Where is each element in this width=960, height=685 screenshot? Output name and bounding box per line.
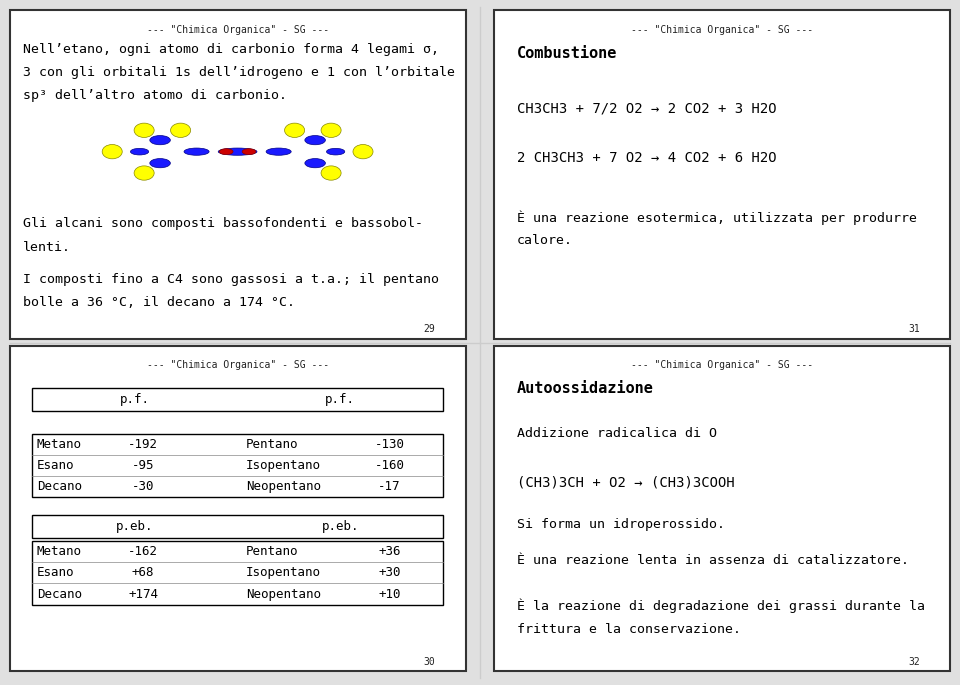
Ellipse shape — [242, 149, 255, 155]
FancyBboxPatch shape — [10, 346, 466, 671]
Ellipse shape — [131, 149, 149, 155]
Text: -160: -160 — [374, 459, 404, 472]
Text: 3 con gli orbitali 1s dell’idrogeno e 1 con l’orbitale: 3 con gli orbitali 1s dell’idrogeno e 1 … — [23, 66, 455, 79]
Text: Metano: Metano — [36, 438, 82, 451]
Text: Isopentano: Isopentano — [246, 566, 321, 580]
Text: +30: +30 — [378, 566, 400, 580]
Text: p.eb.: p.eb. — [116, 520, 154, 533]
Circle shape — [134, 166, 155, 180]
Ellipse shape — [266, 148, 291, 155]
Text: bolle a 36 °C, il decano a 174 °C.: bolle a 36 °C, il decano a 174 °C. — [23, 297, 296, 310]
FancyBboxPatch shape — [33, 434, 443, 497]
Text: I composti fino a C4 sono gassosi a t.a.; il pentano: I composti fino a C4 sono gassosi a t.a.… — [23, 273, 440, 286]
Text: +174: +174 — [129, 588, 158, 601]
Text: Metano: Metano — [36, 545, 82, 558]
Text: Decano: Decano — [36, 480, 82, 493]
Text: --- "Chimica Organica" - SG ---: --- "Chimica Organica" - SG --- — [632, 25, 813, 35]
Text: +36: +36 — [378, 545, 400, 558]
Text: È la reazione di degradazione dei grassi durante la: È la reazione di degradazione dei grassi… — [517, 599, 925, 614]
Text: -130: -130 — [374, 438, 404, 451]
Text: 2 CH3CH3 + 7 O2 → 4 CO2 + 6 H2O: 2 CH3CH3 + 7 O2 → 4 CO2 + 6 H2O — [517, 151, 777, 165]
Text: Si forma un idroperossido.: Si forma un idroperossido. — [517, 519, 725, 532]
Text: --- "Chimica Organica" - SG ---: --- "Chimica Organica" - SG --- — [632, 360, 813, 371]
Circle shape — [102, 145, 122, 159]
Text: 31: 31 — [908, 324, 920, 334]
Text: Pentano: Pentano — [246, 438, 299, 451]
Text: Decano: Decano — [36, 588, 82, 601]
Text: -30: -30 — [132, 480, 155, 493]
Text: Isopentano: Isopentano — [246, 459, 321, 472]
FancyBboxPatch shape — [33, 541, 443, 605]
Text: --- "Chimica Organica" - SG ---: --- "Chimica Organica" - SG --- — [147, 360, 328, 371]
Text: Nell’etano, ogni atomo di carbonio forma 4 legami σ,: Nell’etano, ogni atomo di carbonio forma… — [23, 43, 440, 56]
Ellipse shape — [218, 148, 257, 155]
Ellipse shape — [326, 149, 345, 155]
Text: sp³ dell’altro atomo di carbonio.: sp³ dell’altro atomo di carbonio. — [23, 89, 287, 102]
Circle shape — [321, 166, 341, 180]
Circle shape — [321, 123, 341, 138]
Text: Pentano: Pentano — [246, 545, 299, 558]
Ellipse shape — [305, 136, 325, 145]
Text: p.f.: p.f. — [120, 393, 150, 406]
Text: calore.: calore. — [517, 234, 573, 247]
Ellipse shape — [305, 158, 325, 168]
Text: Neopentano: Neopentano — [246, 480, 321, 493]
Text: 30: 30 — [423, 656, 435, 667]
Text: È una reazione esotermica, utilizzata per produrre: È una reazione esotermica, utilizzata pe… — [517, 210, 917, 225]
Text: -192: -192 — [129, 438, 158, 451]
Text: frittura e la conservazione.: frittura e la conservazione. — [517, 623, 741, 636]
FancyBboxPatch shape — [494, 346, 950, 671]
FancyBboxPatch shape — [33, 515, 443, 538]
Circle shape — [134, 123, 155, 138]
Text: p.eb.: p.eb. — [322, 520, 359, 533]
Text: -95: -95 — [132, 459, 155, 472]
Ellipse shape — [219, 149, 233, 155]
Text: Neopentano: Neopentano — [246, 588, 321, 601]
Ellipse shape — [184, 148, 209, 155]
Text: CH3CH3 + 7/2 O2 → 2 CO2 + 3 H2O: CH3CH3 + 7/2 O2 → 2 CO2 + 3 H2O — [517, 102, 777, 116]
Text: (CH3)3CH + O2 → (CH3)3COOH: (CH3)3CH + O2 → (CH3)3COOH — [517, 475, 735, 490]
Text: p.f.: p.f. — [325, 393, 355, 406]
FancyBboxPatch shape — [10, 10, 466, 339]
Text: Esano: Esano — [36, 566, 75, 580]
FancyBboxPatch shape — [33, 388, 443, 411]
Text: --- "Chimica Organica" - SG ---: --- "Chimica Organica" - SG --- — [147, 25, 328, 35]
Circle shape — [171, 123, 191, 138]
Text: Esano: Esano — [36, 459, 75, 472]
Text: Autoossidazione: Autoossidazione — [517, 381, 654, 396]
Circle shape — [353, 145, 373, 159]
Ellipse shape — [150, 158, 170, 168]
Text: 29: 29 — [423, 324, 435, 334]
Text: -162: -162 — [129, 545, 158, 558]
Text: lenti.: lenti. — [23, 240, 71, 253]
Text: Gli alcani sono composti bassofondenti e bassobol-: Gli alcani sono composti bassofondenti e… — [23, 218, 423, 230]
Text: +68: +68 — [132, 566, 155, 580]
Text: +10: +10 — [378, 588, 400, 601]
Text: Combustione: Combustione — [517, 45, 617, 60]
Text: -17: -17 — [378, 480, 400, 493]
FancyBboxPatch shape — [494, 10, 950, 339]
Text: Addizione radicalica di O: Addizione radicalica di O — [517, 427, 717, 440]
Text: 32: 32 — [908, 656, 920, 667]
Ellipse shape — [150, 136, 170, 145]
Text: È una reazione lenta in assenza di catalizzatore.: È una reazione lenta in assenza di catal… — [517, 554, 909, 567]
Circle shape — [284, 123, 304, 138]
